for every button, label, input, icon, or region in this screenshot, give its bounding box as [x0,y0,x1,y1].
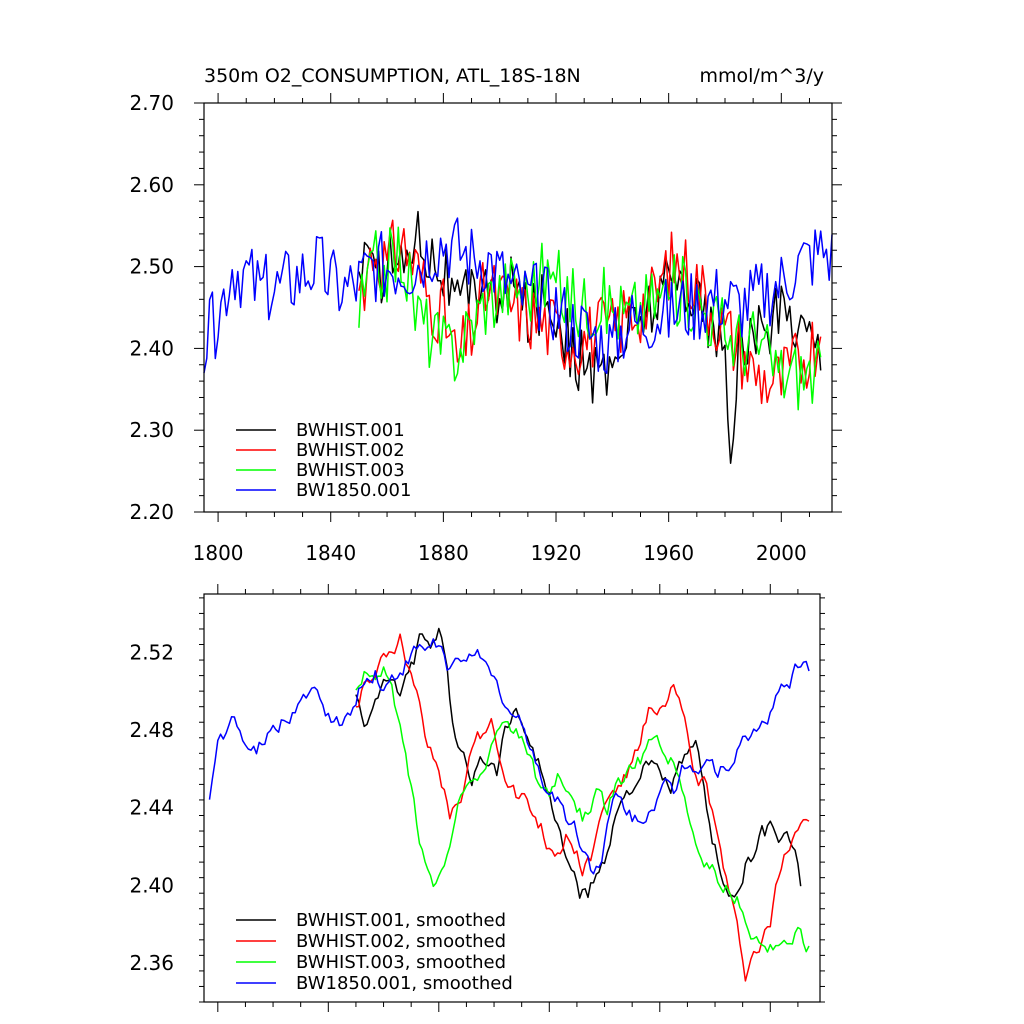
top-legend-label: BWHIST.003 [296,460,405,481]
top-chart-units: mmol/m^3/y [700,65,824,87]
top-legend: BWHIST.001 BWHIST.002 BWHIST.003 BW1850.… [236,420,411,501]
y-tick-label: 2.60 [129,173,174,197]
series-line-bw1850-001 [203,217,833,375]
x-tick-label: 2000 [756,541,807,565]
y-tick-label: 2.40 [129,336,174,360]
top-axis-ticks: 1800 1840 1880 1920 1960 2000 2.20 2.30 2.40 2.50… [129,91,842,565]
bottom-series-lines [208,627,810,982]
top-plot-frame [203,102,833,513]
y-tick-label: 2.30 [129,418,174,442]
x-tick-label: 1960 [643,541,694,565]
y-tick-label: 2.50 [129,255,174,279]
series-line-bwhist-003-smoothed [355,666,810,953]
top-series-lines [203,210,833,464]
top-legend-label: BWHIST.002 [296,440,405,461]
top-chart-title: 350m O2_CONSUMPTION, ATL_18S-18N [204,65,581,87]
y-tick-label: 2.70 [129,91,174,115]
series-line-bwhist-002 [358,219,822,405]
y-tick-label: 2.52 [129,640,174,664]
x-tick-label: 1840 [305,541,356,565]
bottom-legend-label: BW1850.001, smoothed [296,973,513,994]
y-tick-label: 2.20 [129,500,174,524]
x-tick-label: 1800 [193,541,244,565]
top-legend-label: BW1850.001 [296,480,411,501]
bottom-axis-ticks: 2.36 2.40 2.44 2.48 2.52 [129,584,825,1012]
series-line-bw1850-001-smoothed [208,638,810,875]
top-panel: 350m O2_CONSUMPTION, ATL_18S-18N mmol/m^… [129,65,842,565]
x-tick-label: 1880 [418,541,469,565]
top-legend-label: BWHIST.001 [296,420,405,441]
bottom-plot-frame [203,593,821,1003]
y-tick-label: 2.40 [129,873,174,897]
bottom-legend-label: BWHIST.003, smoothed [296,952,506,973]
series-line-bwhist-002-smoothed [355,633,810,982]
bottom-panel: 2.36 2.40 2.44 2.48 2.52 BWHIST.001, smoothe… [129,584,825,1012]
bottom-legend: BWHIST.001, smoothed BWHIST.002, smoothe… [236,910,513,994]
bottom-legend-label: BWHIST.002, smoothed [296,931,506,952]
x-tick-label: 1920 [531,541,582,565]
y-tick-label: 2.48 [129,718,174,742]
y-tick-label: 2.44 [129,796,174,820]
bottom-legend-label: BWHIST.001, smoothed [296,910,506,931]
y-tick-label: 2.36 [129,951,174,975]
